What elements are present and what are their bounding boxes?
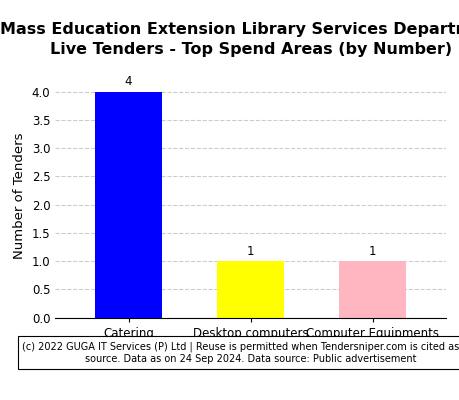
Text: 4: 4	[124, 75, 132, 88]
Text: 1: 1	[246, 245, 254, 258]
Bar	[95, 92, 162, 318]
Bar	[339, 261, 406, 318]
Text: Mass Education Extension Library Services Department: Mass Education Extension Library Service…	[0, 22, 459, 37]
Text: (c) 2022 GUGA IT Services (P) Ltd | Reuse is permitted when Tendersniper.com is : (c) 2022 GUGA IT Services (P) Ltd | Reus…	[22, 342, 459, 364]
Text: Live Tenders - Top Spend Areas (by Number): Live Tenders - Top Spend Areas (by Numbe…	[50, 42, 451, 57]
Bar	[217, 261, 284, 318]
Text: 1: 1	[368, 245, 376, 258]
X-axis label: Top Spend Procurement Categories: Top Spend Procurement Categories	[116, 348, 385, 363]
Y-axis label: Number of Tenders: Number of Tenders	[13, 133, 26, 259]
